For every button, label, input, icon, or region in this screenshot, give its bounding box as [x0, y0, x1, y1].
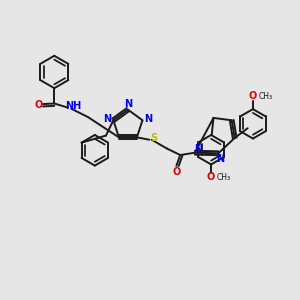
Text: O: O [249, 92, 257, 101]
Text: CH₃: CH₃ [216, 172, 230, 182]
Text: S: S [150, 133, 157, 143]
Text: CH₃: CH₃ [258, 92, 272, 101]
Text: N: N [216, 154, 224, 164]
Text: N: N [144, 114, 152, 124]
Text: N: N [194, 144, 202, 154]
Text: NH: NH [65, 101, 82, 111]
Text: N: N [103, 114, 112, 124]
Text: N: N [124, 99, 132, 110]
Text: O: O [173, 167, 181, 177]
Text: O: O [35, 100, 43, 110]
Text: O: O [207, 172, 215, 182]
